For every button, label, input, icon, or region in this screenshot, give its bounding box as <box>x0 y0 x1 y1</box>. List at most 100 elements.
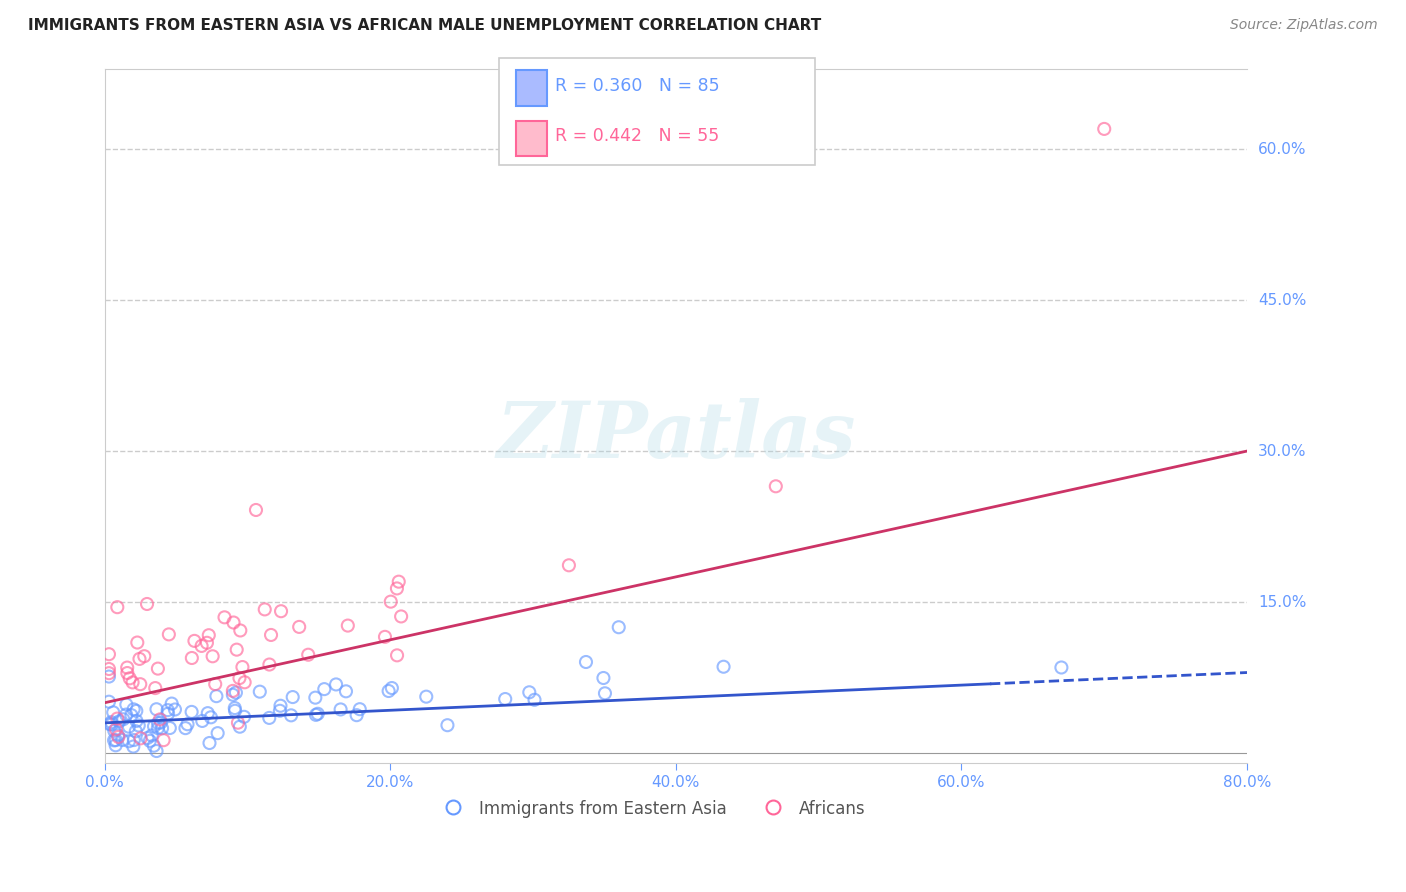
Point <box>607 620 630 634</box>
Point <box>304 690 326 705</box>
Point <box>136 731 159 745</box>
Point <box>195 636 218 650</box>
Point <box>139 734 162 748</box>
Point <box>118 734 141 748</box>
Text: IMMIGRANTS FROM EASTERN ASIA VS AFRICAN MALE UNEMPLOYMENT CORRELATION CHART: IMMIGRANTS FROM EASTERN ASIA VS AFRICAN … <box>28 18 821 33</box>
Point <box>136 597 159 611</box>
Point <box>205 689 228 703</box>
Point <box>1092 122 1115 136</box>
Point <box>224 701 246 715</box>
Point <box>191 714 214 728</box>
Text: Source: ZipAtlas.com: Source: ZipAtlas.com <box>1230 18 1378 32</box>
Point <box>225 642 247 657</box>
Point <box>380 595 402 609</box>
Point <box>314 682 336 697</box>
Point <box>122 739 145 754</box>
Point <box>374 630 396 644</box>
Point <box>115 707 138 722</box>
Legend: Immigrants from Eastern Asia, Africans: Immigrants from Eastern Asia, Africans <box>434 793 872 824</box>
Point <box>121 675 143 690</box>
Point <box>280 708 302 723</box>
Point <box>122 702 145 716</box>
Point <box>128 718 150 732</box>
Point <box>180 705 202 719</box>
Text: ZIPatlas: ZIPatlas <box>496 399 855 475</box>
Text: 30.0%: 30.0% <box>1258 443 1306 458</box>
Point <box>157 706 180 721</box>
Point <box>176 717 198 731</box>
Point <box>297 648 319 662</box>
Point <box>143 681 166 695</box>
Point <box>104 733 127 747</box>
Point <box>214 610 236 624</box>
Point <box>145 702 167 716</box>
Point <box>141 728 163 742</box>
Point <box>134 649 156 664</box>
Point <box>125 714 148 728</box>
Point <box>150 721 173 735</box>
Point <box>233 675 256 690</box>
Point <box>249 684 271 698</box>
Point <box>207 726 229 740</box>
Point <box>128 652 150 666</box>
Point <box>288 620 311 634</box>
Point <box>174 721 197 735</box>
Point <box>156 703 179 717</box>
Point <box>381 681 404 695</box>
Point <box>157 627 180 641</box>
Text: 45.0%: 45.0% <box>1258 293 1306 308</box>
Point <box>281 690 304 704</box>
Text: R = 0.360   N = 85: R = 0.360 N = 85 <box>555 77 720 95</box>
Point <box>118 671 141 685</box>
Text: 15.0%: 15.0% <box>1258 595 1306 609</box>
Point <box>259 657 281 672</box>
Point <box>436 718 458 732</box>
Point <box>146 721 169 735</box>
Point <box>269 698 291 713</box>
Point <box>97 662 120 676</box>
Point <box>593 686 616 700</box>
Point <box>103 706 125 720</box>
Point <box>180 651 202 665</box>
Point <box>118 720 141 734</box>
Point <box>103 723 125 738</box>
Point <box>231 660 253 674</box>
Point <box>115 660 138 674</box>
Point <box>183 633 205 648</box>
Point <box>222 615 245 630</box>
Point <box>143 719 166 733</box>
Point <box>245 503 267 517</box>
Point <box>229 720 252 734</box>
Point <box>98 717 121 731</box>
Point <box>142 739 165 753</box>
Point <box>159 721 181 735</box>
Point <box>152 733 174 747</box>
Point <box>127 635 149 649</box>
Point <box>225 685 247 699</box>
Point <box>765 479 787 493</box>
Point <box>228 671 250 685</box>
Point <box>197 706 219 720</box>
Point <box>389 609 412 624</box>
Point <box>145 744 167 758</box>
Point <box>259 711 281 725</box>
Point <box>103 733 125 747</box>
Point <box>117 666 139 681</box>
Point <box>107 730 129 744</box>
Point <box>1050 660 1073 674</box>
Point <box>307 706 329 721</box>
Point <box>190 639 212 653</box>
Point <box>592 671 614 685</box>
Point <box>108 714 131 729</box>
Point <box>222 684 245 698</box>
Point <box>111 733 134 747</box>
Point <box>160 697 183 711</box>
Point <box>100 715 122 730</box>
Point <box>346 708 368 723</box>
Point <box>149 713 172 727</box>
Point <box>163 702 186 716</box>
Point <box>222 688 245 702</box>
Point <box>523 693 546 707</box>
Point <box>329 702 352 716</box>
Point <box>201 649 224 664</box>
